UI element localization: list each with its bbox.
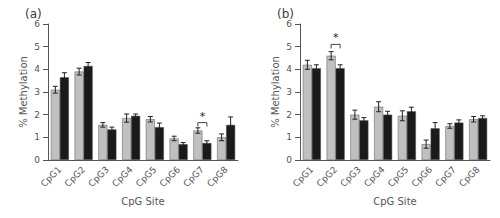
svg-text:0: 0	[286, 155, 292, 165]
svg-text:*: *	[333, 31, 339, 44]
svg-text:CpG6: CpG6	[410, 164, 435, 189]
svg-text:3: 3	[34, 87, 40, 97]
svg-text:(a): (a)	[25, 7, 42, 21]
svg-text:CpG1: CpG1	[39, 164, 64, 189]
svg-text:6: 6	[34, 19, 40, 29]
svg-text:CpG5: CpG5	[134, 164, 159, 189]
svg-text:CpG Site: CpG Site	[121, 196, 164, 207]
svg-text:CpG6: CpG6	[158, 164, 183, 189]
svg-text:CpG7: CpG7	[433, 164, 458, 189]
svg-text:CpG8: CpG8	[205, 164, 230, 189]
svg-text:5: 5	[34, 42, 40, 52]
svg-text:4: 4	[286, 64, 292, 74]
svg-text:CpG2: CpG2	[315, 164, 340, 189]
svg-text:CpG7: CpG7	[181, 164, 206, 189]
svg-text:% Methylation: % Methylation	[18, 56, 29, 128]
svg-text:CpG8: CpG8	[457, 164, 482, 189]
svg-text:CpG2: CpG2	[63, 164, 88, 189]
svg-text:CpG4: CpG4	[110, 164, 135, 189]
svg-text:2: 2	[286, 110, 292, 120]
svg-text:CpG4: CpG4	[362, 164, 387, 189]
svg-text:CpG Site: CpG Site	[373, 196, 416, 207]
svg-text:0: 0	[34, 155, 40, 165]
svg-text:1: 1	[34, 132, 40, 142]
svg-text:% Methylation: % Methylation	[270, 56, 281, 128]
svg-text:*: *	[200, 110, 206, 123]
svg-text:5: 5	[286, 42, 292, 52]
svg-text:(b): (b)	[277, 7, 294, 21]
svg-text:CpG5: CpG5	[386, 164, 411, 189]
svg-text:CpG3: CpG3	[338, 164, 363, 189]
svg-text:CpG1: CpG1	[291, 164, 316, 189]
svg-text:1: 1	[286, 132, 292, 142]
svg-text:CpG3: CpG3	[86, 164, 111, 189]
svg-text:4: 4	[34, 64, 40, 74]
svg-text:6: 6	[286, 19, 292, 29]
svg-text:3: 3	[286, 87, 292, 97]
svg-text:2: 2	[34, 110, 40, 120]
